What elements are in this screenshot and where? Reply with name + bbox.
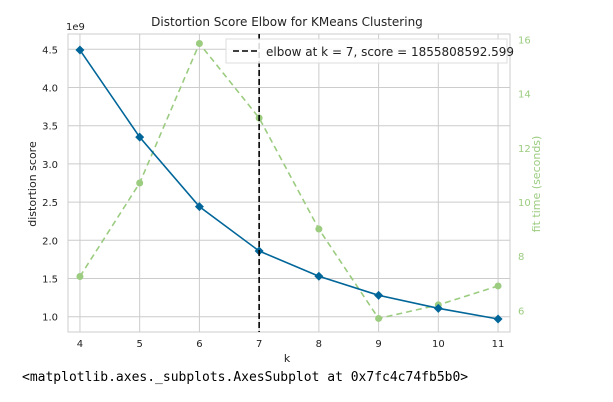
y-axis-offset-text: 1e9 <box>66 22 85 33</box>
y2-tick-label: 6 <box>518 306 524 317</box>
y2-tick-label: 8 <box>518 252 524 263</box>
y2-tick-label: 12 <box>518 144 531 155</box>
y-tick-label: 4.0 <box>42 83 58 94</box>
chart-title: Distortion Score Elbow for KMeans Cluste… <box>151 15 423 29</box>
y-tick-label: 3.5 <box>42 122 58 133</box>
x-tick-label: 6 <box>196 339 202 350</box>
x-tick-label: 9 <box>375 339 381 350</box>
y-tick-label: 2.0 <box>42 236 58 247</box>
distortion-point <box>194 202 204 212</box>
y2-tick-label: 14 <box>518 90 531 101</box>
series-layer <box>75 34 503 332</box>
distortion-point <box>135 132 145 142</box>
y-tick-label: 4.5 <box>42 45 58 56</box>
x-tick-label: 11 <box>492 339 505 350</box>
distortion-point <box>314 271 324 281</box>
x-tick-label: 4 <box>77 339 83 350</box>
legend: elbow at k = 7, score = 1855808592.599 <box>225 38 514 64</box>
y2-axis-label: fit time (seconds) <box>530 136 543 233</box>
y2-tick-label: 10 <box>518 198 531 209</box>
fit-time-line <box>79 41 499 320</box>
legend-box <box>225 38 508 64</box>
fit-time-point <box>315 225 323 233</box>
distortion-point <box>75 45 85 55</box>
distortion-point <box>374 290 384 300</box>
fit-time-point <box>494 282 502 290</box>
x-tick-label: 7 <box>256 339 262 350</box>
x-tick-label: 8 <box>316 339 322 350</box>
fit-time-point <box>76 272 84 280</box>
y-tick-label: 1.0 <box>42 313 58 324</box>
fit-time-point <box>136 179 144 187</box>
distortion-line <box>79 49 499 320</box>
distortion-point <box>493 314 503 324</box>
y-tick-label: 2.5 <box>42 198 58 209</box>
y2-tick-label: 16 <box>518 35 531 46</box>
y-tick-label: 1.5 <box>42 275 58 286</box>
y-tick-label: 3.0 <box>42 160 58 171</box>
cell-output: <matplotlib.axes._subplots.AxesSubplot a… <box>22 370 469 385</box>
plot-area <box>67 33 511 333</box>
tick-labels: 4 5 6 7 8 9 10 11 1.0 1.5 2.0 2.5 3.0 3.5 4.0 4.5 6 8 10 12… <box>42 35 531 350</box>
x-tick-label: 5 <box>136 339 142 350</box>
legend-elbow-label: elbow at k = 7, score = 1855808592.599 <box>266 45 514 59</box>
grid <box>68 34 510 332</box>
x-axis-label: k <box>284 352 291 365</box>
fit-time-point <box>375 314 383 322</box>
y-axis-label: distortion score <box>26 141 39 227</box>
fit-time-point <box>195 39 203 47</box>
x-tick-label: 10 <box>432 339 445 350</box>
distortion-point <box>433 303 443 313</box>
